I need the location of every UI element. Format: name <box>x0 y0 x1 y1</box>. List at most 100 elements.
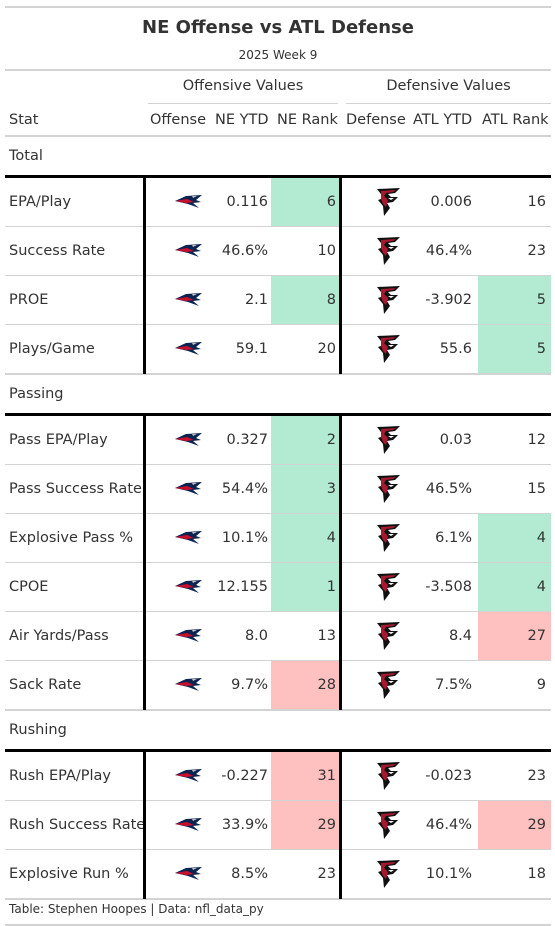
ne-rank-value: 2 <box>326 432 336 448</box>
atl-ytd-value: 55.6 <box>439 341 472 357</box>
offense-separator <box>143 413 146 710</box>
patriots-logo-icon <box>175 867 202 880</box>
ne-rank-value: 31 <box>317 768 336 784</box>
group-bottom-rule <box>5 709 551 711</box>
atl-ytd-value: 8.4 <box>448 628 472 644</box>
patriots-logo-icon <box>175 580 202 593</box>
falcons-logo-icon <box>377 475 400 503</box>
falcons-logo-icon <box>377 426 400 454</box>
ne-rank-fill <box>271 801 339 849</box>
atl-ytd-value: 46.4% <box>425 817 472 833</box>
ne-ytd-value: 0.116 <box>226 194 268 210</box>
spanner-defensive-line <box>346 103 551 104</box>
column-header-defense: Defense <box>346 112 406 128</box>
atl-rank-value: 5 <box>536 292 546 308</box>
row-divider <box>5 464 551 465</box>
falcons-logo-icon <box>377 811 400 839</box>
ne-rank-value: 8 <box>326 292 336 308</box>
patriots-logo-icon <box>175 195 202 208</box>
ne-rank-fill <box>271 514 339 562</box>
defense-separator <box>339 175 342 374</box>
stat-label: CPOE <box>9 579 49 595</box>
group-top-rule <box>5 175 551 178</box>
spanner-defensive-values: Defensive Values <box>386 78 511 94</box>
atl-rank-value: 4 <box>536 579 546 595</box>
ne-rank-fill <box>271 178 339 226</box>
ne-ytd-value: 9.7% <box>231 677 268 693</box>
top-rule <box>5 6 551 8</box>
ne-ytd-value: 12.155 <box>217 579 268 595</box>
ne-ytd-value: 8.5% <box>231 866 268 882</box>
ne-ytd-value: 54.4% <box>221 481 268 497</box>
ne-rank-value: 23 <box>317 866 336 882</box>
bottom-rule <box>5 924 551 926</box>
ne-rank-value: 4 <box>326 530 336 546</box>
stat-label: Success Rate <box>9 243 106 259</box>
stat-label: Pass EPA/Play <box>9 432 108 448</box>
spanner-offensive-values: Offensive Values <box>182 78 304 94</box>
table-title: NE Offense vs ATL Defense <box>142 17 414 38</box>
ne-ytd-value: 46.6% <box>221 243 268 259</box>
stat-label: Explosive Pass % <box>9 530 134 546</box>
atl-ytd-value: 0.03 <box>439 432 472 448</box>
ne-rank-value: 28 <box>317 677 336 693</box>
column-header-stat: Stat <box>9 112 39 128</box>
row-divider <box>5 226 551 227</box>
atl-rank-fill <box>478 514 551 562</box>
row-divider <box>5 324 551 325</box>
atl-rank-value: 23 <box>527 243 546 259</box>
patriots-logo-icon <box>175 482 202 495</box>
table-subtitle: 2025 Week 9 <box>238 48 318 62</box>
atl-rank-value: 16 <box>527 194 546 210</box>
ne-rank-fill <box>271 276 339 324</box>
atl-rank-fill <box>478 563 551 611</box>
falcons-logo-icon <box>377 622 400 650</box>
column-header-offense: Offense <box>150 112 206 128</box>
falcons-logo-icon <box>377 286 400 314</box>
patriots-logo-icon <box>175 433 202 446</box>
falcons-logo-icon <box>377 573 400 601</box>
ne-rank-value: 29 <box>317 817 336 833</box>
stat-label: Rush EPA/Play <box>9 768 111 784</box>
defense-separator <box>339 749 342 899</box>
ne-ytd-value: -0.227 <box>221 768 268 784</box>
atl-rank-value: 23 <box>527 768 546 784</box>
stat-label: Plays/Game <box>9 341 95 357</box>
ne-rank-fill <box>271 416 339 464</box>
ne-rank-fill <box>271 752 339 800</box>
patriots-logo-icon <box>175 769 202 782</box>
column-header-atl-rank: ATL Rank <box>482 112 549 128</box>
offense-separator <box>143 749 146 899</box>
ne-rank-value: 3 <box>326 481 336 497</box>
stat-label: Rush Success Rate <box>9 817 146 833</box>
stat-label: Air Yards/Pass <box>9 628 109 644</box>
atl-ytd-value: 46.4% <box>425 243 472 259</box>
group-label: Passing <box>9 386 64 402</box>
atl-rank-value: 12 <box>527 432 546 448</box>
row-divider <box>5 611 551 612</box>
atl-rank-fill <box>478 612 551 660</box>
falcons-logo-icon <box>377 860 400 888</box>
ne-rank-value: 20 <box>317 341 336 357</box>
atl-ytd-value: 6.1% <box>435 530 472 546</box>
spanner-offensive-line <box>148 103 338 104</box>
falcons-logo-icon <box>377 671 400 699</box>
patriots-logo-icon <box>175 342 202 355</box>
source-note: Table: Stephen Hoopes | Data: nfl_data_p… <box>9 902 264 916</box>
group-label: Total <box>9 148 43 164</box>
column-header-rule <box>5 135 551 137</box>
group-label: Rushing <box>9 722 67 738</box>
ne-ytd-value: 0.327 <box>226 432 268 448</box>
atl-ytd-value: -3.508 <box>425 579 472 595</box>
patriots-logo-icon <box>175 244 202 257</box>
atl-ytd-value: -0.023 <box>425 768 472 784</box>
row-divider <box>5 275 551 276</box>
ne-rank-value: 13 <box>317 628 336 644</box>
offense-separator <box>143 175 146 374</box>
atl-ytd-value: 7.5% <box>435 677 472 693</box>
stat-label: Explosive Run % <box>9 866 129 882</box>
atl-rank-value: 27 <box>527 628 546 644</box>
ne-ytd-value: 8.0 <box>244 628 268 644</box>
stat-label: Pass Success Rate <box>9 481 142 497</box>
column-header-ne-rank: NE Rank <box>277 112 338 128</box>
